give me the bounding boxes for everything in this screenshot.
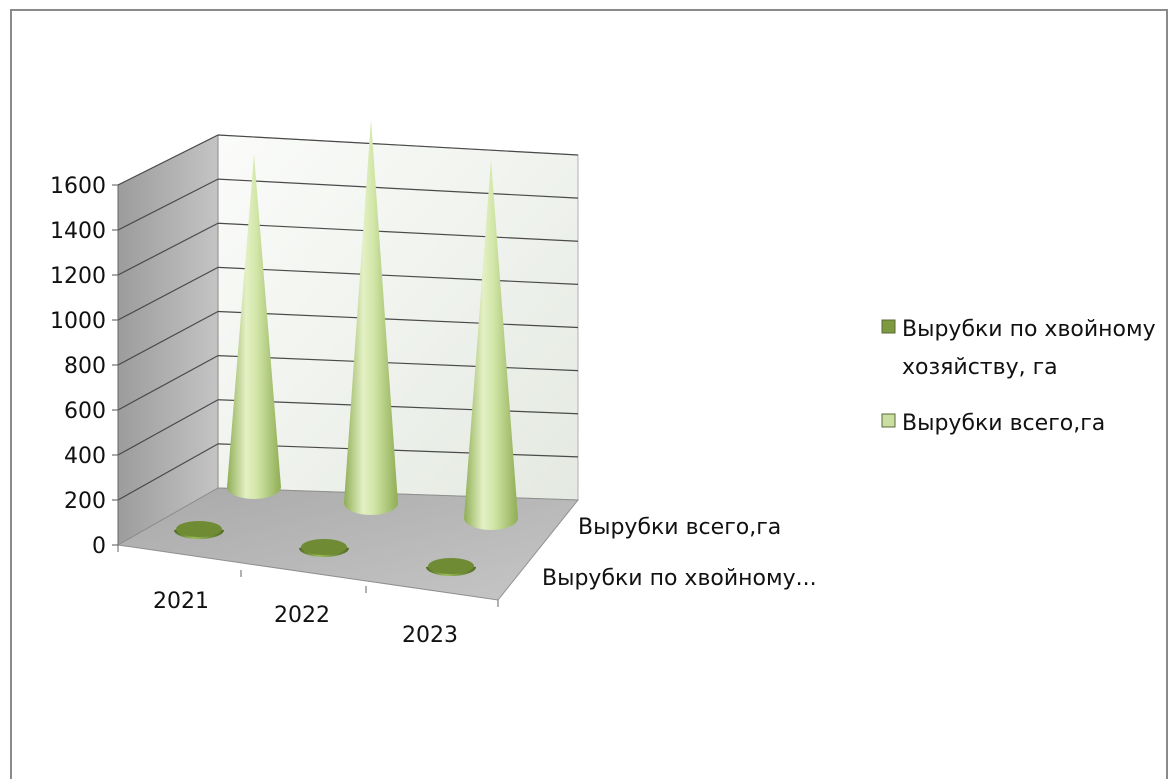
series-back-cones bbox=[227, 119, 518, 530]
gridline-side bbox=[117, 178, 219, 231]
depth-axis-labels: Вырубки всего,га Вырубки по хвойному... bbox=[542, 515, 817, 591]
cone-conifer-top bbox=[301, 539, 347, 555]
gridline-side bbox=[117, 134, 219, 186]
chart-frame bbox=[10, 9, 1168, 779]
cone-conifer-2022 bbox=[299, 539, 349, 557]
cone-total-2022-body bbox=[344, 119, 398, 516]
depth-axis-label: Вырубки всего,га bbox=[578, 515, 781, 540]
y-tick-label: 1400 bbox=[50, 219, 106, 244]
y-axis-ticks: 0 200 400 600 800 1000 1200 1400 1600 bbox=[50, 174, 119, 559]
legend-swatch bbox=[881, 319, 896, 334]
x-axis-labels: 2021 2022 2023 bbox=[117, 545, 499, 648]
gridline-back bbox=[217, 178, 579, 199]
x-tick-label: 2021 bbox=[153, 589, 209, 614]
gridline-back bbox=[217, 443, 579, 458]
gridline-side bbox=[117, 443, 219, 501]
side-wall bbox=[117, 134, 219, 546]
cone-total-2021 bbox=[227, 154, 281, 500]
cone-total-2023-body bbox=[464, 159, 518, 530]
legend-swatch bbox=[881, 413, 896, 428]
y-tick-label: 1200 bbox=[50, 264, 106, 289]
cone-total-2021-body bbox=[227, 154, 281, 500]
cone-conifer-top bbox=[176, 521, 222, 537]
x-tick-label: 2023 bbox=[402, 623, 458, 648]
series-front-cones bbox=[174, 521, 476, 576]
gridline-side bbox=[117, 222, 219, 276]
legend-label: хозяйству, га bbox=[902, 355, 1058, 380]
x-tick-label: 2022 bbox=[274, 603, 330, 628]
cone-conifer-2023 bbox=[426, 558, 476, 576]
legend-label: Вырубки всего,га bbox=[902, 411, 1105, 436]
cone-conifer-2021 bbox=[174, 521, 224, 539]
gridline-back bbox=[217, 266, 579, 285]
y-tick-label: 0 bbox=[92, 534, 106, 559]
chart-gridlines bbox=[117, 134, 579, 501]
legend-label: Вырубки по хвойному bbox=[902, 317, 1156, 342]
cone-total-2022 bbox=[344, 119, 398, 516]
gridline-back bbox=[217, 222, 579, 242]
y-tick-label: 800 bbox=[64, 354, 106, 379]
gridline-back bbox=[217, 310, 579, 329]
y-tick-label: 1600 bbox=[50, 174, 106, 199]
gridline-side bbox=[117, 399, 219, 456]
y-tick-label: 200 bbox=[64, 489, 106, 514]
legend-item: Вырубки по хвойному хозяйству, га bbox=[881, 317, 1156, 380]
gridline-side bbox=[117, 266, 219, 321]
y-tick-label: 600 bbox=[64, 399, 106, 424]
y-tick-label: 400 bbox=[64, 444, 106, 469]
cone-conifer-top bbox=[428, 558, 474, 574]
gridline-back bbox=[217, 355, 579, 372]
gridline-side bbox=[117, 355, 219, 411]
gridline-back bbox=[217, 134, 579, 156]
gridline-side bbox=[117, 310, 219, 366]
y-tick-label: 1000 bbox=[50, 309, 106, 334]
cone-total-2023 bbox=[464, 159, 518, 530]
gridline-back bbox=[217, 399, 579, 415]
legend-item: Вырубки всего,га bbox=[881, 411, 1105, 436]
depth-axis-label: Вырубки по хвойному... bbox=[542, 566, 817, 591]
